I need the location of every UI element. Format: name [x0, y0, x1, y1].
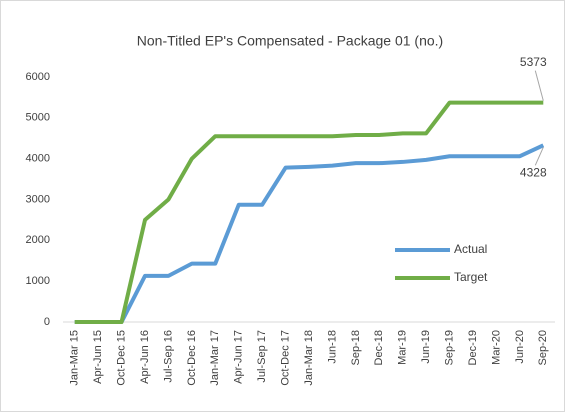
- chart-title: Non-Titled EP's Compensated - Package 01…: [137, 33, 443, 49]
- x-tick-label: Jan-Mar 18: [303, 330, 315, 386]
- legend-label: Actual: [454, 242, 487, 256]
- series-line: [74, 143, 545, 324]
- x-tick-label: Jul-Sep 17: [256, 330, 268, 383]
- x-tick-label: Apr-Jun 16: [139, 330, 151, 384]
- legend-label: Target: [454, 270, 488, 284]
- y-tick-label: 5000: [26, 112, 50, 124]
- x-tick-label: Jun-18: [326, 330, 338, 364]
- x-tick-label: Dec-18: [373, 330, 385, 365]
- x-tick-label: Jan-Mar 17: [209, 330, 221, 386]
- x-tick-label: Sep-18: [350, 330, 362, 365]
- y-tick-label: 2000: [26, 234, 50, 246]
- leader-line: [534, 147, 544, 166]
- y-tick-label: 4000: [26, 153, 50, 165]
- y-tick-label: 1000: [26, 275, 50, 287]
- x-tick-label: Jan-Mar 15: [69, 330, 81, 386]
- x-tick-label: Oct-Dec 17: [279, 330, 291, 386]
- x-tick-label: Sep-19: [443, 330, 455, 365]
- y-tick-label: 3000: [26, 193, 50, 205]
- leader-line: [534, 70, 544, 101]
- x-tick-label: Jun-19: [420, 330, 432, 364]
- x-tick-label: Sep-20: [537, 330, 549, 365]
- x-tick-label: Oct-Dec 16: [186, 330, 198, 386]
- x-tick-label: Dec-19: [467, 330, 479, 365]
- y-tick-label: 0: [44, 316, 50, 328]
- y-tick-label: 6000: [26, 71, 50, 83]
- x-tick-label: Mar-20: [490, 330, 502, 365]
- x-tick-label: Oct-Dec 15: [115, 330, 127, 386]
- x-tick-label: Apr-Jun 17: [233, 330, 245, 384]
- series-line: [74, 100, 544, 324]
- data-label: 5373: [520, 55, 547, 69]
- x-tick-label: Apr-Jun 15: [92, 330, 104, 384]
- x-tick-label: Jun-20: [514, 330, 526, 364]
- x-tick-label: Jul-Sep 16: [162, 330, 174, 383]
- x-tick-label: Mar-19: [397, 330, 409, 365]
- data-label: 4328: [520, 165, 547, 179]
